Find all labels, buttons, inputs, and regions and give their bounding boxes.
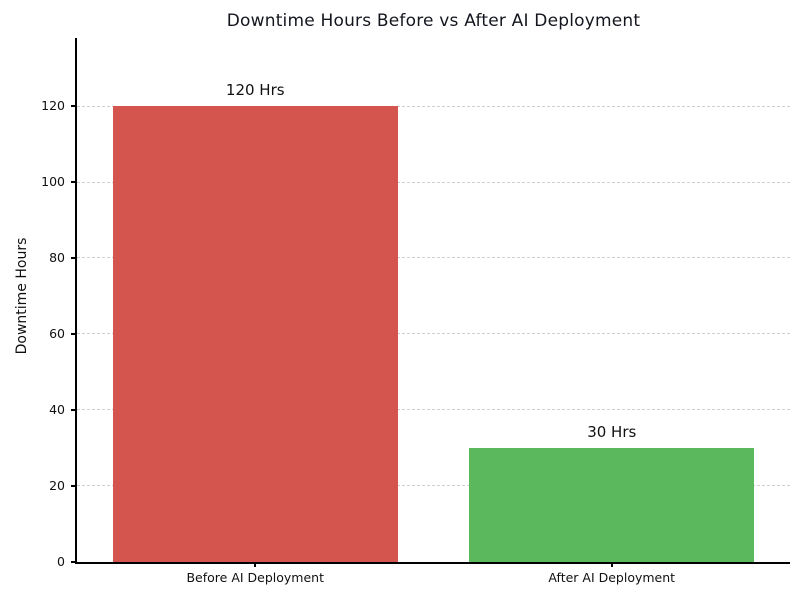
y-axis-label: Downtime Hours xyxy=(14,237,30,355)
y-tick-mark xyxy=(71,333,77,336)
gridline xyxy=(77,485,790,487)
gridline xyxy=(77,333,790,335)
y-tick-label: 0 xyxy=(57,554,65,569)
gridline xyxy=(77,409,790,411)
gridline xyxy=(77,181,790,183)
y-tick-label: 20 xyxy=(49,478,65,494)
y-tick-mark xyxy=(71,485,77,488)
y-tick-mark xyxy=(71,561,77,563)
x-tick-mark xyxy=(610,562,613,567)
chart-title: Downtime Hours Before vs After AI Deploy… xyxy=(226,11,641,31)
gridline xyxy=(77,257,790,259)
y-tick-label: 40 xyxy=(49,402,65,418)
x-tick-label: After AI Deployment xyxy=(548,570,676,585)
y-axis-line xyxy=(75,38,77,564)
bar-after-ai-deployment xyxy=(469,448,755,562)
bar-value-label: 30 Hrs xyxy=(587,423,637,442)
y-tick-label: 100 xyxy=(41,174,65,190)
y-tick-mark xyxy=(71,181,77,184)
y-tick-label: 60 xyxy=(49,326,65,342)
y-tick-label: 120 xyxy=(41,98,65,114)
y-tick-mark xyxy=(71,257,77,260)
x-tick-mark xyxy=(254,562,257,567)
bar-value-label: 120 Hrs xyxy=(225,81,285,100)
bar-before-ai-deployment xyxy=(112,106,398,562)
y-tick-mark xyxy=(71,105,77,108)
x-tick-label: Before AI Deployment xyxy=(186,570,324,585)
y-tick-mark xyxy=(71,409,77,412)
gridline xyxy=(77,105,790,107)
y-tick-label: 80 xyxy=(49,250,65,266)
x-axis-line xyxy=(75,562,790,564)
